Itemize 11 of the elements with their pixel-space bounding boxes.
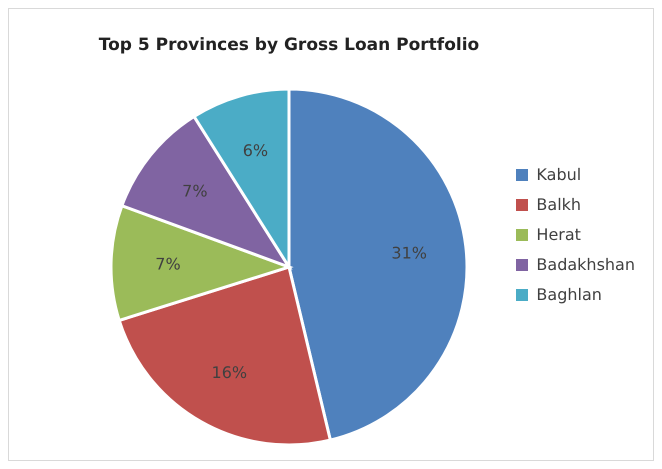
chart-title: Top 5 Provinces by Gross Loan Portfolio (98, 35, 480, 55)
data-label: 6% (242, 141, 268, 160)
legend-label: Badakhshan (536, 254, 635, 274)
data-label: 16% (212, 362, 248, 382)
legend-label: Kabul (536, 164, 582, 184)
legend-label: Baghlan (536, 284, 602, 304)
data-label: 7% (182, 181, 208, 200)
legend-label: Herat (536, 224, 581, 244)
data-label: 7% (155, 254, 181, 274)
data-label: 31% (391, 243, 427, 262)
legend-label: Balkh (536, 194, 582, 214)
